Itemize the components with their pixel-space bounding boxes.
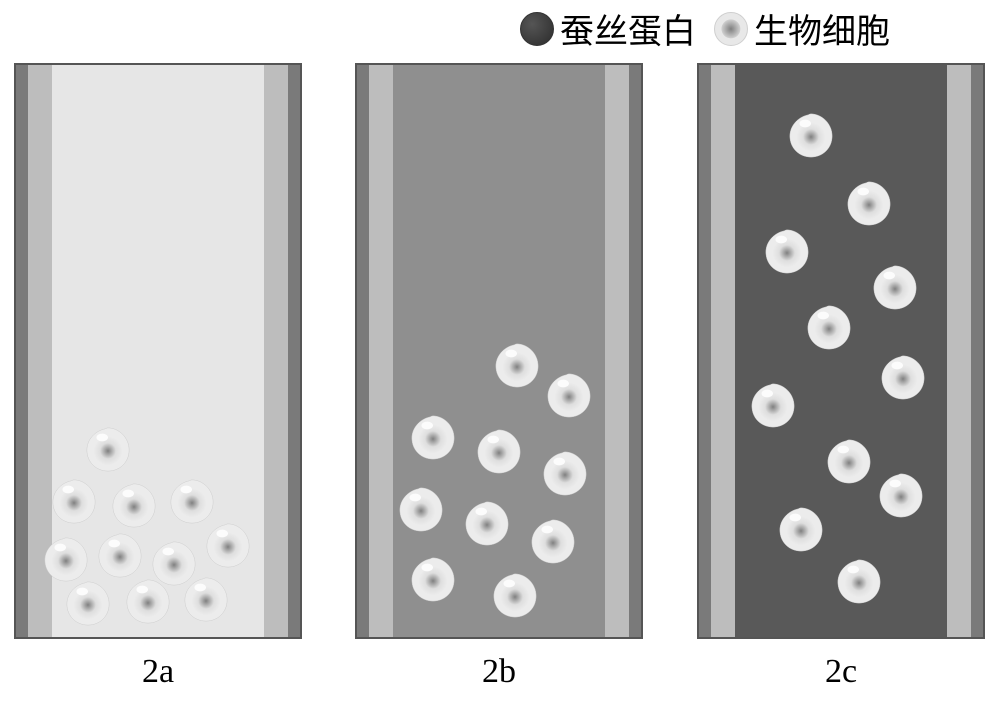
tube-wall-inner (369, 65, 393, 637)
bio-cell (50, 477, 98, 525)
bio-cell (409, 413, 457, 461)
tube-2c (697, 63, 985, 639)
legend-item: 蚕丝蛋白 (520, 4, 696, 53)
bio-cell (84, 425, 132, 473)
bio-cell (825, 437, 873, 485)
tube-wall-outer (699, 65, 711, 637)
tube-wall-inner (711, 65, 735, 637)
bio-cell-icon (714, 12, 748, 46)
bio-cell (879, 353, 927, 401)
legend-item: 生物细胞 (714, 4, 890, 53)
panel-label-2c: 2c (697, 653, 985, 691)
bio-cell (845, 179, 893, 227)
bio-cell (541, 449, 589, 497)
tube-wall-inner (605, 65, 629, 637)
bio-cell (529, 517, 577, 565)
tube-wall-outer (288, 65, 300, 637)
bio-cell (545, 371, 593, 419)
legend: 蚕丝蛋白 生物细胞 (520, 4, 890, 53)
bio-cell (110, 481, 158, 529)
bio-cell (871, 263, 919, 311)
panel-label-2b: 2b (355, 653, 643, 691)
bio-cell (42, 535, 90, 583)
bio-cell (409, 555, 457, 603)
bio-cell (182, 575, 230, 623)
tube-wall-outer (357, 65, 369, 637)
bio-cell (124, 577, 172, 625)
tube-2a (14, 63, 302, 639)
tube-wall-outer (16, 65, 28, 637)
panel-label-2a: 2a (14, 653, 302, 691)
bio-cell (204, 521, 252, 569)
bio-cell (397, 485, 445, 533)
bio-cell (805, 303, 853, 351)
bio-cell (787, 111, 835, 159)
legend-label: 生物细胞 (754, 4, 890, 53)
bio-cell (835, 557, 883, 605)
tube-wall-inner (947, 65, 971, 637)
tube-wall-outer (971, 65, 983, 637)
bio-cell (763, 227, 811, 275)
silk-protein-icon (520, 12, 554, 46)
bio-cell (475, 427, 523, 475)
bio-cell (491, 571, 539, 619)
bio-cell (168, 477, 216, 525)
tube-wall-outer (629, 65, 641, 637)
bio-cell (749, 381, 797, 429)
bio-cell (777, 505, 825, 553)
bio-cell (64, 579, 112, 627)
bio-cell (877, 471, 925, 519)
bio-cell (96, 531, 144, 579)
bio-cell (493, 341, 541, 389)
bio-cell (463, 499, 511, 547)
legend-label: 蚕丝蛋白 (560, 4, 696, 53)
tube-wall-inner (264, 65, 288, 637)
tube-2b (355, 63, 643, 639)
